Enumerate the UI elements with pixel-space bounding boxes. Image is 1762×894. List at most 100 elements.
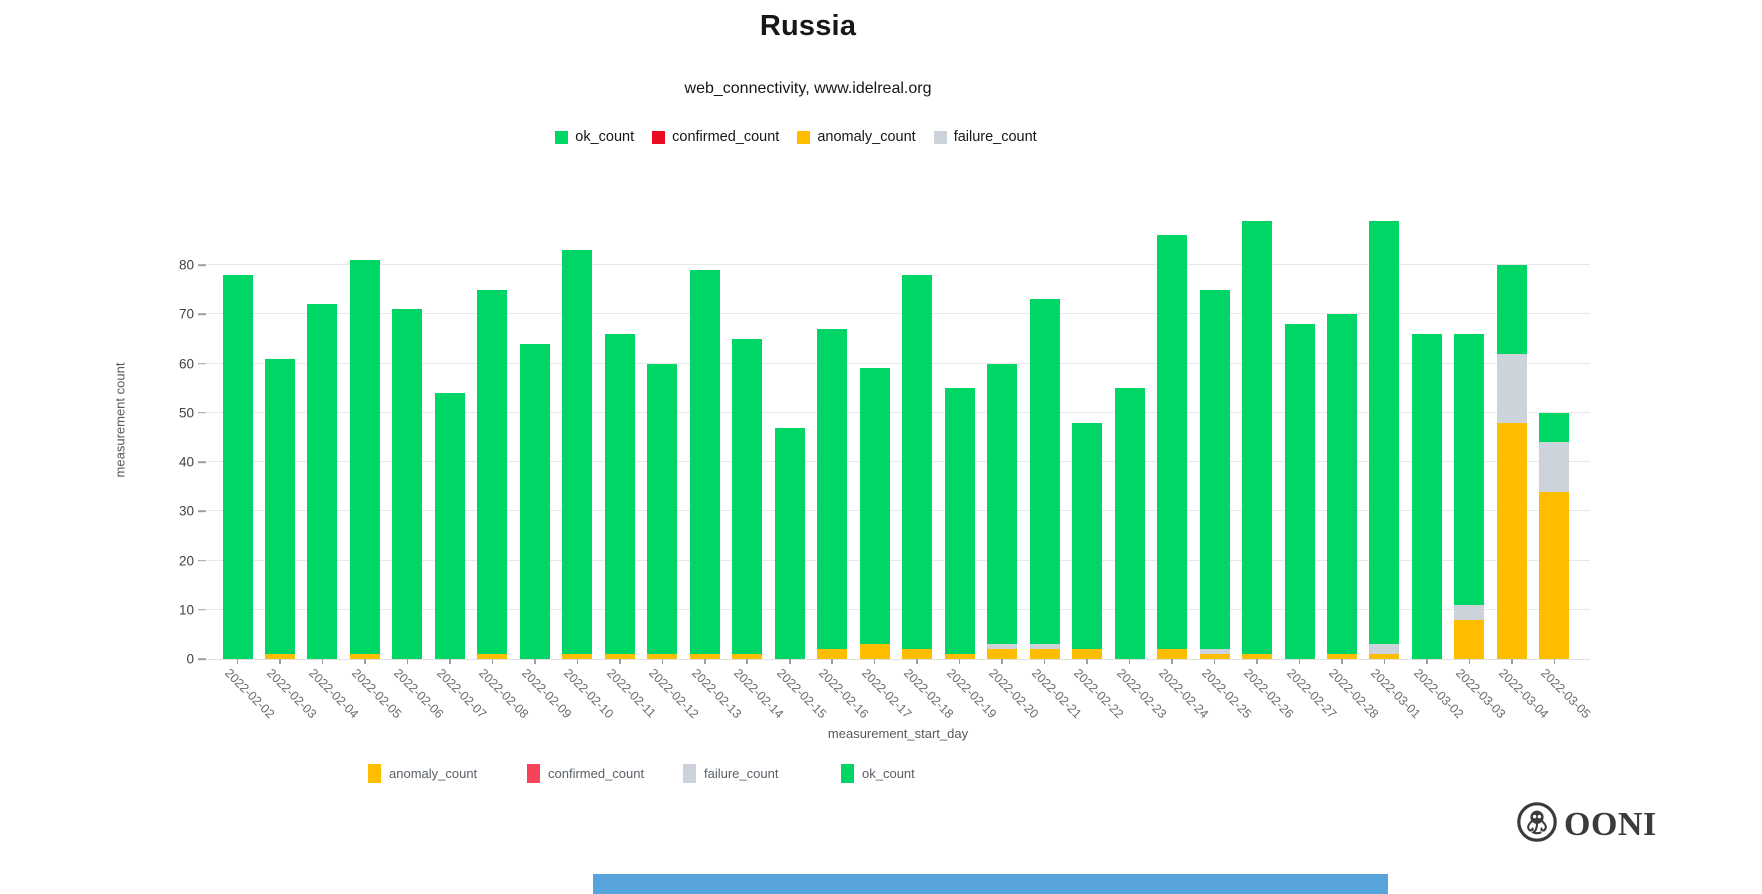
bar-segment-ok_count[interactable]	[1199, 289, 1230, 650]
x-tick-mark	[576, 659, 579, 664]
bar-segment-ok_count[interactable]	[477, 289, 508, 655]
legend-item-anomaly_count[interactable]: anomaly_count	[368, 764, 477, 783]
bar-segment-ok_count[interactable]	[1326, 314, 1357, 655]
bar-segment-anomaly_count[interactable]	[1326, 654, 1357, 659]
bar-segment-ok_count[interactable]	[774, 427, 805, 659]
bar-segment-ok_count[interactable]	[1369, 220, 1400, 645]
y-tick-mark	[198, 411, 206, 414]
legend-item-ok_count[interactable]: ok_count	[555, 129, 634, 145]
legend-swatch-failure_count	[933, 130, 947, 144]
gridline-10	[207, 608, 1590, 610]
x-tick-mark	[661, 659, 664, 664]
bar-segment-ok_count[interactable]	[944, 388, 975, 655]
bar-segment-ok_count[interactable]	[519, 343, 550, 659]
bar-segment-failure_count[interactable]	[1199, 649, 1230, 655]
bar-segment-ok_count[interactable]	[647, 363, 678, 655]
bar-segment-anomaly_count[interactable]	[944, 654, 975, 659]
x-tick-mark	[1001, 659, 1003, 664]
bar-segment-failure_count[interactable]	[1369, 644, 1400, 655]
legend-label: confirmed_count	[672, 129, 780, 145]
legend-swatch-ok_count	[841, 764, 854, 783]
bar-segment-ok_count[interactable]	[1284, 324, 1315, 659]
bar-segment-ok_count[interactable]	[1029, 299, 1060, 645]
bar-segment-anomaly_count[interactable]	[1029, 649, 1060, 659]
ooni-branding[interactable]: OONI	[1516, 801, 1657, 848]
bar-segment-anomaly_count[interactable]	[859, 644, 890, 659]
y-tick-mark	[198, 264, 206, 266]
bar-segment-ok_count[interactable]	[604, 333, 635, 655]
legend-item-ok_count[interactable]: ok_count	[841, 764, 915, 783]
bar-segment-anomaly_count[interactable]	[349, 654, 380, 659]
bar-segment-ok_count[interactable]	[689, 269, 720, 655]
bar-segment-ok_count[interactable]	[1454, 333, 1485, 605]
bar-segment-anomaly_count[interactable]	[1242, 654, 1273, 659]
x-tick-mark	[1341, 659, 1343, 664]
bar-segment-failure_count[interactable]	[1496, 353, 1527, 423]
bar-segment-anomaly_count[interactable]	[604, 654, 635, 659]
legend-item-confirmed_count[interactable]: confirmed_count	[527, 764, 644, 783]
gridline-20	[207, 559, 1590, 561]
bar-segment-ok_count[interactable]	[1539, 412, 1570, 443]
x-tick-mark	[1553, 659, 1556, 664]
bar-segment-ok_count[interactable]	[732, 338, 763, 655]
x-axis-title: measurement_start_day	[827, 726, 969, 741]
bar-segment-ok_count[interactable]	[392, 309, 423, 659]
legend-swatch-confirmed_count	[527, 764, 540, 783]
y-tick-mark	[198, 461, 206, 463]
bar-segment-anomaly_count[interactable]	[817, 649, 848, 659]
gridline-70	[207, 313, 1590, 315]
bar-segment-anomaly_count[interactable]	[562, 654, 593, 659]
bar-segment-ok_count[interactable]	[1411, 333, 1442, 659]
legend-swatch-anomaly_count	[368, 764, 381, 783]
bar-segment-anomaly_count[interactable]	[1157, 649, 1188, 659]
bar-segment-ok_count[interactable]	[987, 363, 1018, 645]
bar-segment-anomaly_count[interactable]	[1072, 649, 1103, 659]
bar-segment-anomaly_count[interactable]	[1369, 654, 1400, 659]
bar-segment-ok_count[interactable]	[1157, 235, 1188, 650]
x-tick-mark	[1043, 659, 1046, 664]
bar-segment-anomaly_count[interactable]	[902, 649, 933, 659]
bar-segment-ok_count[interactable]	[859, 368, 890, 645]
bar-segment-anomaly_count[interactable]	[477, 654, 508, 659]
bar-segment-ok_count[interactable]	[1114, 388, 1145, 659]
legend-item-anomaly_count[interactable]: anomaly_count	[797, 129, 916, 145]
legend-item-failure_count[interactable]: failure_count	[933, 129, 1037, 145]
bar-segment-ok_count[interactable]	[1496, 265, 1527, 354]
x-tick-mark	[703, 659, 706, 664]
chart-title: Russia	[759, 10, 857, 42]
bar-segment-anomaly_count[interactable]	[1539, 491, 1570, 659]
bar-segment-failure_count[interactable]	[1029, 644, 1060, 650]
legend-item-confirmed_count[interactable]: confirmed_count	[652, 129, 779, 145]
bar-segment-anomaly_count[interactable]	[987, 649, 1018, 659]
bar-segment-anomaly_count[interactable]	[1199, 654, 1230, 659]
bar-segment-ok_count[interactable]	[264, 358, 295, 655]
bar-segment-ok_count[interactable]	[817, 329, 848, 650]
bar-segment-ok_count[interactable]	[434, 393, 465, 659]
bar-segment-failure_count[interactable]	[1454, 604, 1485, 620]
x-tick-mark	[1256, 659, 1258, 664]
bar-segment-ok_count[interactable]	[562, 250, 593, 655]
legend-swatch-failure_count	[683, 764, 696, 783]
x-tick-mark	[831, 659, 833, 664]
bar-segment-anomaly_count[interactable]	[689, 654, 720, 659]
bar-segment-anomaly_count[interactable]	[264, 654, 295, 659]
y-tick-mark	[198, 510, 206, 513]
bar-segment-ok_count[interactable]	[307, 304, 338, 659]
legend-top: ok_count confirmed_count anomaly_count fail…	[0, 129, 1592, 145]
bar-segment-ok_count[interactable]	[349, 260, 380, 655]
x-tick-mark	[958, 659, 961, 664]
legend-item-failure_count[interactable]: failure_count	[683, 764, 778, 783]
bar-segment-ok_count[interactable]	[902, 274, 933, 650]
bar-segment-ok_count[interactable]	[1072, 422, 1103, 650]
bar-segment-ok_count[interactable]	[1242, 220, 1273, 655]
bar-segment-anomaly_count[interactable]	[1496, 422, 1527, 659]
bar-segment-anomaly_count[interactable]	[732, 654, 763, 659]
bar-segment-ok_count[interactable]	[222, 274, 253, 659]
bar-segment-anomaly_count[interactable]	[647, 654, 678, 659]
x-tick-mark	[916, 659, 918, 664]
x-tick-mark	[788, 659, 791, 664]
x-tick-mark	[321, 659, 324, 664]
bar-segment-failure_count[interactable]	[1539, 442, 1570, 492]
bar-segment-failure_count[interactable]	[987, 644, 1018, 650]
bar-segment-anomaly_count[interactable]	[1454, 619, 1485, 659]
